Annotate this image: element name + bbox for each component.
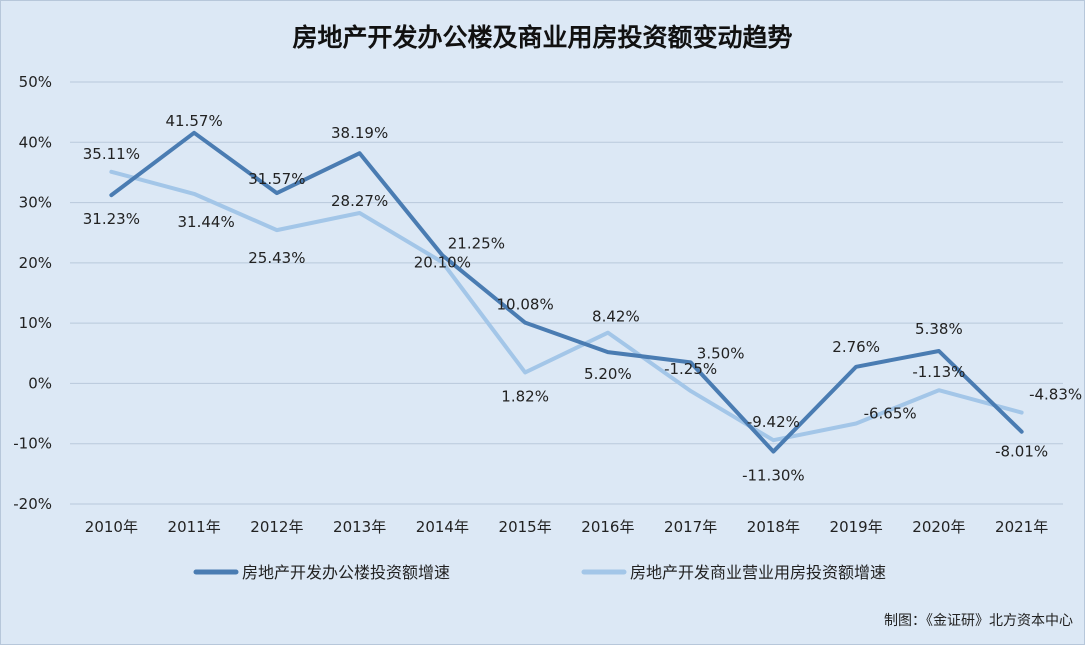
data-label-series-1: 3.50% — [697, 344, 745, 362]
data-label-series-2: -6.65% — [864, 405, 917, 423]
data-label-series-1: 41.57% — [166, 112, 223, 130]
x-tick-label: 2014年 — [416, 518, 469, 536]
series-line-2 — [109, 169, 1024, 443]
data-label-series-2: 35.11% — [83, 145, 140, 163]
y-tick-label: 10% — [19, 314, 52, 332]
legend-label-1: 房地产开发办公楼投资额增速 — [242, 563, 450, 582]
y-tick-label: 30% — [19, 194, 52, 212]
x-tick-label: 2017年 — [664, 518, 717, 536]
data-label-series-1: 31.57% — [248, 170, 305, 188]
x-tick-label: 2015年 — [499, 518, 552, 536]
data-label-series-2: 8.42% — [592, 308, 640, 326]
x-tick-label: 2021年 — [995, 518, 1048, 536]
x-tick-label: 2010年 — [85, 518, 138, 536]
y-tick-label: 20% — [19, 254, 52, 272]
y-tick-label: 40% — [19, 133, 52, 151]
legend-label-2: 房地产开发商业营业用房投资额增速 — [630, 563, 886, 582]
data-label-series-1: 31.23% — [83, 210, 140, 228]
y-tick-label: -20% — [13, 495, 52, 513]
y-tick-label: 0% — [28, 374, 52, 392]
data-label-series-2: 20.10% — [414, 253, 471, 271]
x-tick-label: 2016年 — [581, 518, 634, 536]
y-tick-label: -10% — [13, 435, 52, 453]
data-label-series-2: 25.43% — [248, 249, 305, 267]
x-tick-label: 2013年 — [333, 518, 386, 536]
data-label-series-2: 28.27% — [331, 192, 388, 210]
series-line-1 — [109, 130, 1024, 454]
x-tick-label: 2012年 — [250, 518, 303, 536]
data-label-series-2: 1.82% — [501, 387, 549, 405]
data-label-series-1: 2.76% — [832, 338, 880, 356]
data-label-series-2: -1.25% — [664, 360, 717, 378]
x-tick-label: 2019年 — [830, 518, 883, 536]
x-tick-label: 2018年 — [747, 518, 800, 536]
chart-credit: 制图：《金证研》北方资本中心 — [884, 613, 1073, 629]
data-label-series-1: -8.01% — [995, 443, 1048, 461]
data-label-series-2: -4.83% — [1029, 386, 1082, 404]
x-tick-label: 2011年 — [168, 518, 221, 536]
y-tick-label: 50% — [19, 73, 52, 91]
data-label-series-1: -11.30% — [742, 467, 805, 485]
data-label-series-2: -1.13% — [912, 363, 965, 381]
data-label-series-1: 5.20% — [584, 365, 632, 383]
data-label-series-1: 10.08% — [497, 296, 554, 314]
x-tick-label: 2020年 — [912, 518, 965, 536]
data-label-series-1: 5.38% — [915, 320, 963, 338]
chart-title: 房地产开发办公楼及商业用房投资额变动趋势 — [292, 23, 793, 52]
data-label-series-2: 31.44% — [178, 213, 235, 231]
data-label-series-1: 21.25% — [448, 234, 505, 252]
data-label-series-1: 38.19% — [331, 124, 388, 142]
data-label-series-2: -9.42% — [747, 413, 800, 431]
